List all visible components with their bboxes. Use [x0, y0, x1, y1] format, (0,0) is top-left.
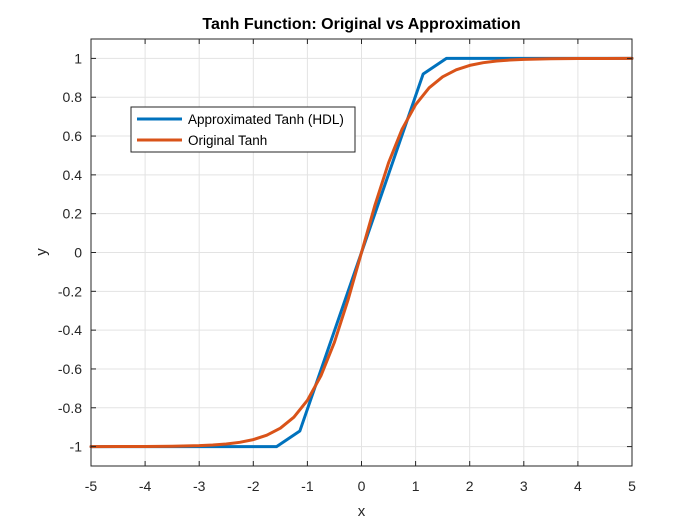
legend: Approximated Tanh (HDL) Original Tanh [130, 106, 356, 153]
series-line-original-tanh [89, 56, 634, 449]
x-tick-label: -3 [193, 478, 206, 494]
x-tick-label: -4 [139, 478, 152, 494]
legend-label-approx: Approximated Tanh (HDL) [188, 112, 344, 127]
x-tick-label: 3 [520, 478, 528, 494]
x-tick-label: 4 [574, 478, 582, 494]
series-layer [89, 56, 634, 449]
legend-label-original: Original Tanh [188, 133, 267, 148]
y-tick-label: -1 [70, 439, 83, 455]
y-tick-label: -0.2 [58, 283, 82, 299]
x-tick-label: 0 [358, 478, 366, 494]
ticks: -5 -4 -3 -2 -1 0 1 2 3 4 5 -1 -0.8 -0.6 -0.4 -0.2 0 0.2 0.… [58, 39, 636, 494]
y-tick-label: 0.6 [63, 128, 83, 144]
x-tick-label: -1 [301, 478, 314, 494]
x-tick-label: 5 [628, 478, 636, 494]
y-tick-label: 0.2 [63, 206, 83, 222]
legend-box [130, 106, 356, 153]
x-tick-label: 2 [466, 478, 474, 494]
y-tick-label: 0 [74, 245, 82, 261]
x-tick-label: -2 [247, 478, 260, 494]
x-tick-label: 1 [412, 478, 420, 494]
y-tick-label: 0.4 [63, 167, 83, 183]
y-axis-label: y [33, 248, 50, 256]
x-axis-label: x [358, 503, 366, 520]
y-tick-label: -0.6 [58, 361, 82, 377]
chart-title: Tanh Function: Original vs Approximation [202, 16, 520, 33]
y-tick-label: -0.4 [58, 322, 82, 338]
y-tick-label: -0.8 [58, 400, 82, 416]
y-tick-label: 1 [74, 50, 82, 66]
y-tick-label: 0.8 [63, 89, 83, 105]
x-tick-label: -5 [85, 478, 98, 494]
